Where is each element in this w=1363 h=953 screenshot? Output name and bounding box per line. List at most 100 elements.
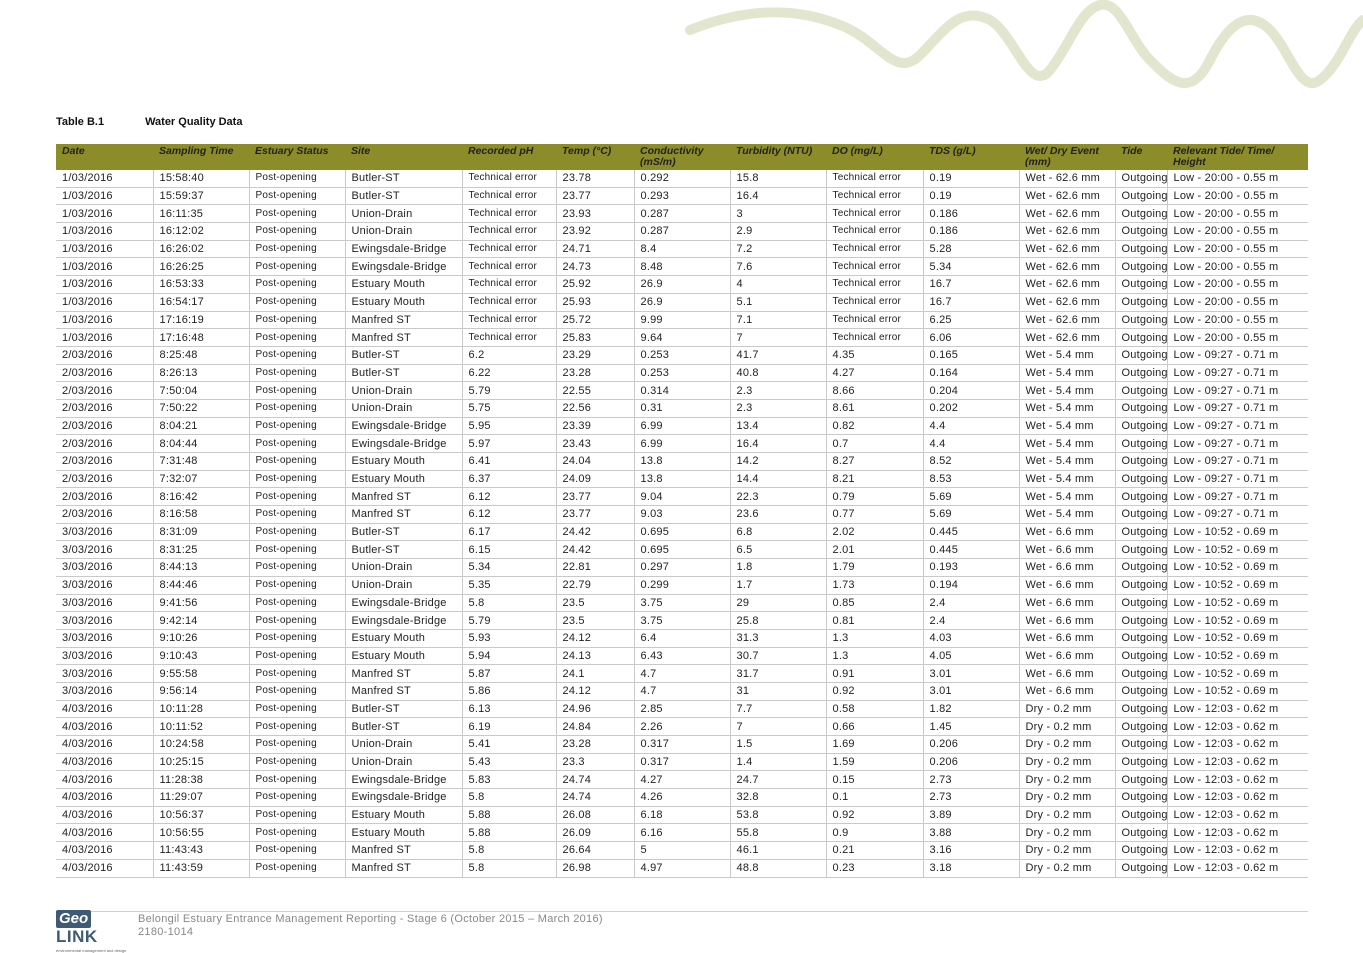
table-cell: 23.3 [556,753,635,772]
table-cell: 4/03/2016 [56,859,154,878]
table-cell: 6.12 [462,505,557,524]
table-cell: Wet - 6.6 mm [1019,523,1116,542]
table-cell: Outgoing [1115,841,1168,860]
table-cell: 26.64 [556,841,635,860]
table-cell: 2.02 [826,523,924,542]
table-cell: Estuary Mouth [345,293,463,312]
table-cell: 16:12:02 [153,222,250,241]
table-cell: 3/03/2016 [56,682,154,701]
table-cell: 32.8 [730,788,827,807]
table-cell: 6.06 [923,328,1020,347]
table-cell: 0.186 [923,204,1020,224]
table-cell: Wet - 5.4 mm [1019,487,1116,507]
table-cell: 25.92 [556,275,635,294]
table-cell: Butler-ST [345,717,463,736]
table-cell: 0.314 [634,381,731,400]
table-cell: 22.56 [556,399,635,418]
table-cell: Technical error [462,240,557,259]
table-cell: Union-Drain [345,558,463,577]
table-cell: 10:25:15 [153,753,250,772]
table-cell: 11:29:07 [153,788,250,807]
table-cell: Outgoing [1115,540,1168,560]
table-cell: Outgoing [1115,170,1168,188]
table-row: 3/03/2016 9:55:58 Post-opening Manfred ST 5.… [56,664,1308,683]
table-cell: 5.86 [462,682,557,701]
table-cell: Outgoing [1115,647,1168,666]
table-cell: 6.5 [730,540,827,560]
table-cell: Ewingsdale-Bridge [345,257,463,277]
table-row: 3/03/2016 9:42:14 Post-opening Ewingsdale-B… [56,611,1308,630]
table-cell: Wet - 62.6 mm [1019,170,1116,188]
table-cell: Butler-ST [345,187,463,206]
table-cell: Union-Drain [345,753,463,772]
table-cell: Wet - 5.4 mm [1019,452,1116,471]
table-cell: 26.9 [634,275,731,294]
table-cell: Outgoing [1115,381,1168,400]
table-cell: 48.8 [730,859,827,878]
table-cell: 5.8 [462,841,557,860]
table-cell: Post-opening [249,664,346,683]
table-cell: 1/03/2016 [56,311,154,330]
table-cell: Low - 09:27 - 0.71 m [1167,434,1308,453]
report-title: Belongil Estuary Entrance Management Rep… [138,913,603,925]
table-cell: 53.8 [730,806,827,825]
table-cell: Technical error [826,187,924,206]
table-cell: Wet - 62.6 mm [1019,328,1116,347]
table-cell: 22.79 [556,576,635,595]
table-row: 2/03/2016 8:04:44 Post-opening Ewingsdale-B… [56,434,1308,453]
table-row: 1/03/2016 15:59:37 Post-opening Butler-ST Te… [56,187,1308,206]
table-row: 3/03/2016 8:31:25 Post-opening Butler-ST 6.1… [56,540,1308,560]
table-cell: 0.7 [826,434,924,453]
table-cell: Dry - 0.2 mm [1019,770,1116,790]
table-cell: Post-opening [249,399,346,418]
table-cell: Outgoing [1115,434,1168,453]
table-cell: Low - 09:27 - 0.71 m [1167,487,1308,507]
table-cell: Manfred ST [345,859,463,878]
table-cell: 13.8 [634,452,731,471]
table-cell: Outgoing [1115,806,1168,825]
table-row: 4/03/2016 11:43:43 Post-opening Manfred ST 5… [56,841,1308,860]
table-cell: Dry - 0.2 mm [1019,788,1116,807]
table-cell: Post-opening [249,328,346,347]
table-cell: Post-opening [249,594,346,613]
table-cell: 4.03 [923,629,1020,648]
table-cell: 24.1 [556,664,635,683]
table-cell: Low - 10:52 - 0.69 m [1167,682,1308,701]
column-header: Estuary Status [249,144,345,170]
table-cell: Outgoing [1115,788,1168,807]
table-cell: Low - 20:00 - 0.55 m [1167,204,1308,224]
table-cell: Union-Drain [345,381,463,400]
table-cell: 6.37 [462,470,557,489]
table-cell: 5.41 [462,735,557,754]
table-cell: Outgoing [1115,859,1168,878]
table-cell: 4/03/2016 [56,770,154,790]
table-cell: Outgoing [1115,770,1168,790]
table-cell: Estuary Mouth [345,806,463,825]
table-cell: 5.1 [730,293,827,312]
table-cell: Outgoing [1115,558,1168,577]
column-header: Turbidity (NTU) [730,144,826,170]
table-cell: 1.3 [826,647,924,666]
table-cell: 0.15 [826,770,924,790]
table-cell: Post-opening [249,187,346,206]
table-cell: 23.6 [730,505,827,524]
table-cell: Wet - 5.4 mm [1019,434,1116,453]
table-cell: Ewingsdale-Bridge [345,240,463,259]
table-cell: 1/03/2016 [56,240,154,259]
table-cell: 0.23 [826,859,924,878]
footer-text: Belongil Estuary Entrance Management Rep… [138,913,603,938]
table-row: 4/03/2016 10:24:58 Post-opening Union-Drain… [56,735,1308,754]
table-row: 3/03/2016 8:44:46 Post-opening Union-Drain 5… [56,576,1308,595]
table-cell: 5.83 [462,770,557,790]
table-cell: Outgoing [1115,275,1168,294]
table-cell: 2.4 [923,611,1020,630]
table-cell: Wet - 62.6 mm [1019,240,1116,259]
table-cell: Technical error [462,293,557,312]
table-cell: Low - 09:27 - 0.71 m [1167,470,1308,489]
table-cell: 22.81 [556,558,635,577]
column-header: Tide [1115,144,1167,170]
table-cell: 0.445 [923,523,1020,542]
table-cell: 4.05 [923,647,1020,666]
table-cell: 8.53 [923,470,1020,489]
table-cell: Low - 10:52 - 0.69 m [1167,611,1308,630]
